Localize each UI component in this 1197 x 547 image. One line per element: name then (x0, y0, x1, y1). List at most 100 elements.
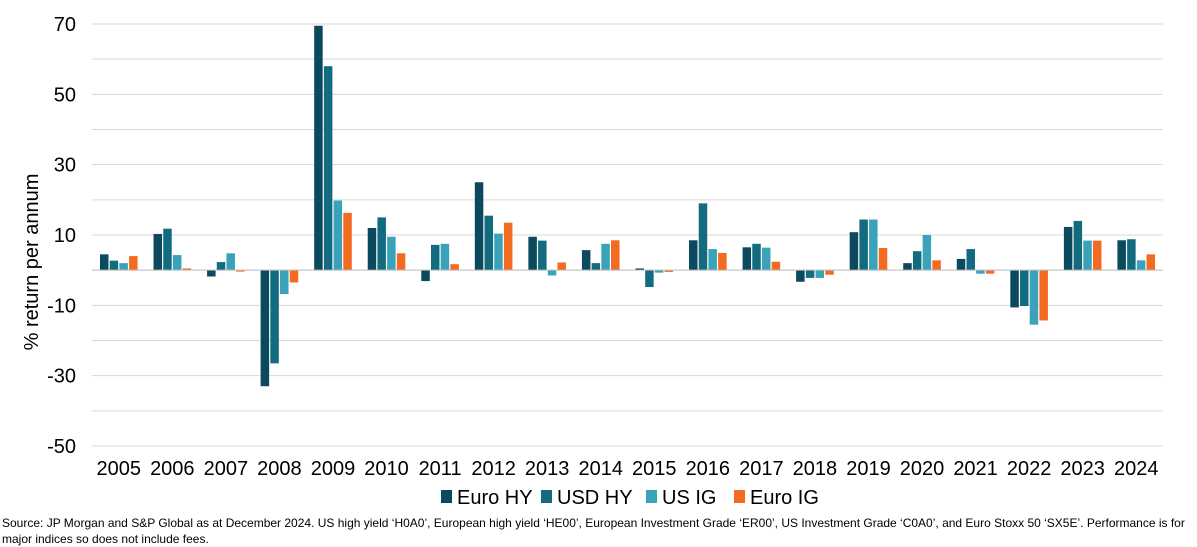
source-note: Source: JP Morgan and S&P Global as at D… (2, 516, 1185, 546)
bar (484, 215, 494, 271)
bar-chart: -50 -30 -10 10 30 50 70 % return per annum 200… (21, 14, 1163, 509)
bar (1020, 270, 1029, 307)
legend-swatch (734, 490, 745, 503)
bar (956, 258, 966, 271)
bar (932, 260, 941, 271)
legend-label: Euro HY (457, 487, 533, 509)
bar (771, 261, 781, 271)
bar (260, 270, 270, 387)
bar (99, 254, 109, 271)
bar (645, 270, 654, 288)
bar (752, 243, 761, 271)
legend-swatch (646, 490, 657, 503)
legend-swatch (541, 490, 552, 503)
bar (664, 270, 674, 272)
bar (421, 270, 430, 282)
bar (859, 219, 868, 271)
bar (323, 66, 333, 271)
bar (903, 263, 912, 271)
y-axis-ticks: -50 -30 -10 10 30 50 70 (47, 14, 76, 458)
bar (1073, 220, 1083, 271)
x-tick-label: 2020 (900, 458, 945, 480)
bar (396, 253, 406, 271)
bar (601, 243, 610, 271)
x-tick-label: 2011 (419, 458, 462, 480)
bar (1063, 226, 1073, 271)
bar (207, 270, 216, 277)
bar (912, 251, 922, 271)
bar (611, 240, 620, 271)
bar (1136, 260, 1146, 271)
bar (280, 270, 289, 295)
bar (1117, 240, 1126, 271)
bar (1083, 240, 1092, 271)
bar (878, 248, 888, 271)
bar (503, 222, 513, 271)
bar (1146, 254, 1156, 271)
bar (119, 263, 128, 271)
bar (377, 217, 386, 271)
bar (689, 240, 698, 271)
y-tick-label: -30 (47, 366, 76, 388)
y-tick-label: -10 (47, 295, 76, 317)
x-tick-label: 2008 (257, 458, 302, 480)
x-tick-label: 2013 (525, 458, 570, 480)
x-tick-label: 2021 (953, 458, 998, 480)
bar (825, 270, 834, 275)
bar (1127, 239, 1136, 271)
bar (557, 262, 566, 271)
bar (450, 264, 459, 271)
bar (708, 249, 717, 271)
x-tick-label: 2009 (311, 458, 356, 480)
x-tick-label: 2017 (739, 458, 784, 480)
bar (796, 270, 805, 282)
bar (474, 182, 484, 271)
y-tick-label: 30 (54, 155, 76, 177)
bar (976, 270, 985, 274)
bar (129, 256, 138, 271)
bar (849, 232, 859, 271)
bar (528, 236, 537, 271)
bar (1092, 240, 1102, 271)
x-tick-label: 2019 (846, 458, 891, 480)
bar (226, 253, 235, 271)
x-tick-label: 2005 (97, 458, 142, 480)
legend-label: USD HY (557, 487, 633, 509)
legend-label: US IG (662, 487, 716, 509)
x-tick-label: 2022 (1007, 458, 1052, 480)
bar (985, 270, 995, 274)
gridlines (92, 23, 1163, 447)
x-tick-label: 2007 (204, 458, 249, 480)
x-tick-label: 2006 (150, 458, 195, 480)
x-tick-label: 2014 (578, 458, 623, 480)
bar (815, 270, 825, 278)
bar (698, 203, 708, 271)
x-tick-label: 2012 (471, 458, 516, 480)
bar (635, 268, 644, 271)
x-tick-label: 2024 (1114, 458, 1159, 480)
bar (805, 270, 815, 278)
bar (153, 233, 163, 271)
bar (654, 270, 664, 273)
y-axis-label: % return per annum (21, 174, 43, 351)
x-axis-ticks: 2005 2006 2007 2008 2009 2010 2011 2012 2013 2014… (97, 458, 1159, 480)
bar (387, 236, 396, 271)
bar (440, 243, 450, 271)
bar (163, 228, 172, 271)
y-tick-label: 10 (54, 225, 76, 247)
x-tick-label: 2023 (1060, 458, 1105, 480)
bar (1010, 270, 1019, 308)
bar (922, 235, 932, 271)
bar (581, 250, 591, 271)
x-tick-label: 2016 (686, 458, 731, 480)
bar (314, 25, 323, 271)
x-tick-label: 2010 (364, 458, 409, 480)
legend-swatch (441, 490, 452, 503)
bar (172, 255, 182, 271)
bar (742, 247, 752, 271)
x-tick-label: 2018 (793, 458, 838, 480)
bar (216, 262, 226, 271)
bars (99, 25, 1156, 387)
bar (547, 270, 557, 276)
bar (966, 249, 975, 271)
